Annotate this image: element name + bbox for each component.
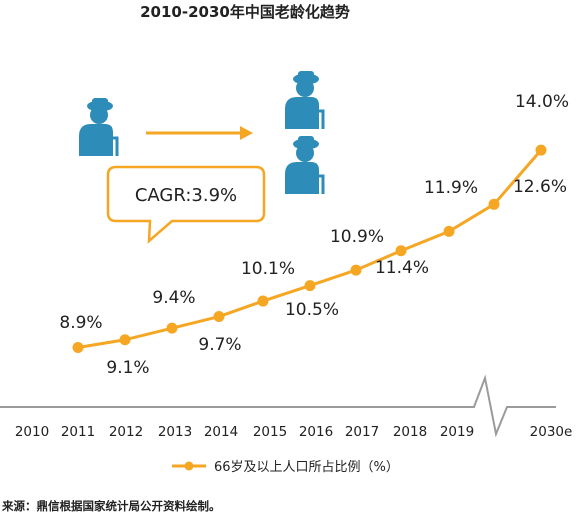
x-tick-label: 2015 bbox=[253, 424, 287, 440]
x-tick-label: 2013 bbox=[158, 424, 192, 440]
x-axis bbox=[0, 374, 556, 438]
x-tick-label: 2010 bbox=[15, 424, 49, 440]
data-label: 12.6% bbox=[513, 177, 567, 197]
arrow-right-icon bbox=[146, 126, 253, 140]
series-line bbox=[72, 144, 547, 353]
illustration bbox=[79, 71, 325, 194]
data-point bbox=[213, 311, 225, 323]
chart-title: 2010-2030年中国老龄化趋势 bbox=[140, 3, 350, 21]
data-label: 11.4% bbox=[375, 258, 429, 278]
data-label: 11.9% bbox=[424, 178, 478, 198]
x-tick-label: 2017 bbox=[345, 424, 379, 440]
data-point bbox=[535, 144, 547, 156]
data-point bbox=[395, 245, 407, 257]
source-note: 来源：鼎信根据国家统计局公开资料绘制。 bbox=[1, 499, 221, 513]
elderly-person-icon bbox=[79, 98, 119, 156]
data-point bbox=[488, 198, 500, 210]
data-point bbox=[72, 342, 84, 353]
x-tick-label: 2030e bbox=[530, 424, 573, 440]
data-label: 10.1% bbox=[241, 259, 295, 279]
data-labels: 8.9% 9.1% 9.4% 9.7% 10.1% 10.5% 10.9% 11.4% 11.9… bbox=[59, 92, 569, 378]
data-point bbox=[350, 264, 362, 276]
data-point bbox=[443, 225, 455, 237]
x-tick-label: 2018 bbox=[393, 424, 427, 440]
data-point bbox=[119, 334, 131, 346]
legend: 66岁及以上人口所占比例（%） bbox=[172, 460, 399, 475]
x-tick-label: 2012 bbox=[109, 424, 143, 440]
legend-entry: 66岁及以上人口所占比例（%） bbox=[214, 460, 399, 475]
cagr-label: CAGR:3.9% bbox=[135, 185, 237, 206]
data-label: 14.0% bbox=[515, 92, 569, 112]
data-point bbox=[257, 295, 269, 307]
data-point bbox=[304, 280, 316, 292]
x-tick-label: 2011 bbox=[61, 424, 95, 440]
data-point bbox=[166, 322, 178, 334]
data-label: 9.7% bbox=[198, 335, 241, 355]
data-label: 10.9% bbox=[330, 227, 384, 247]
data-label: 10.5% bbox=[285, 300, 339, 320]
x-tick-label: 2014 bbox=[204, 424, 238, 440]
cagr-callout: CAGR:3.9% bbox=[106, 165, 266, 244]
data-label: 9.1% bbox=[106, 358, 149, 378]
data-label: 8.9% bbox=[59, 313, 102, 333]
x-axis-ticks: 2010 2011 2012 2013 2014 2015 2016 2017 2018 2019… bbox=[15, 424, 573, 440]
x-tick-label: 2016 bbox=[299, 424, 333, 440]
elderly-person-icon bbox=[285, 136, 325, 194]
x-tick-label: 2019 bbox=[440, 424, 474, 440]
data-label: 9.4% bbox=[152, 288, 195, 308]
elderly-person-icon bbox=[285, 71, 325, 129]
